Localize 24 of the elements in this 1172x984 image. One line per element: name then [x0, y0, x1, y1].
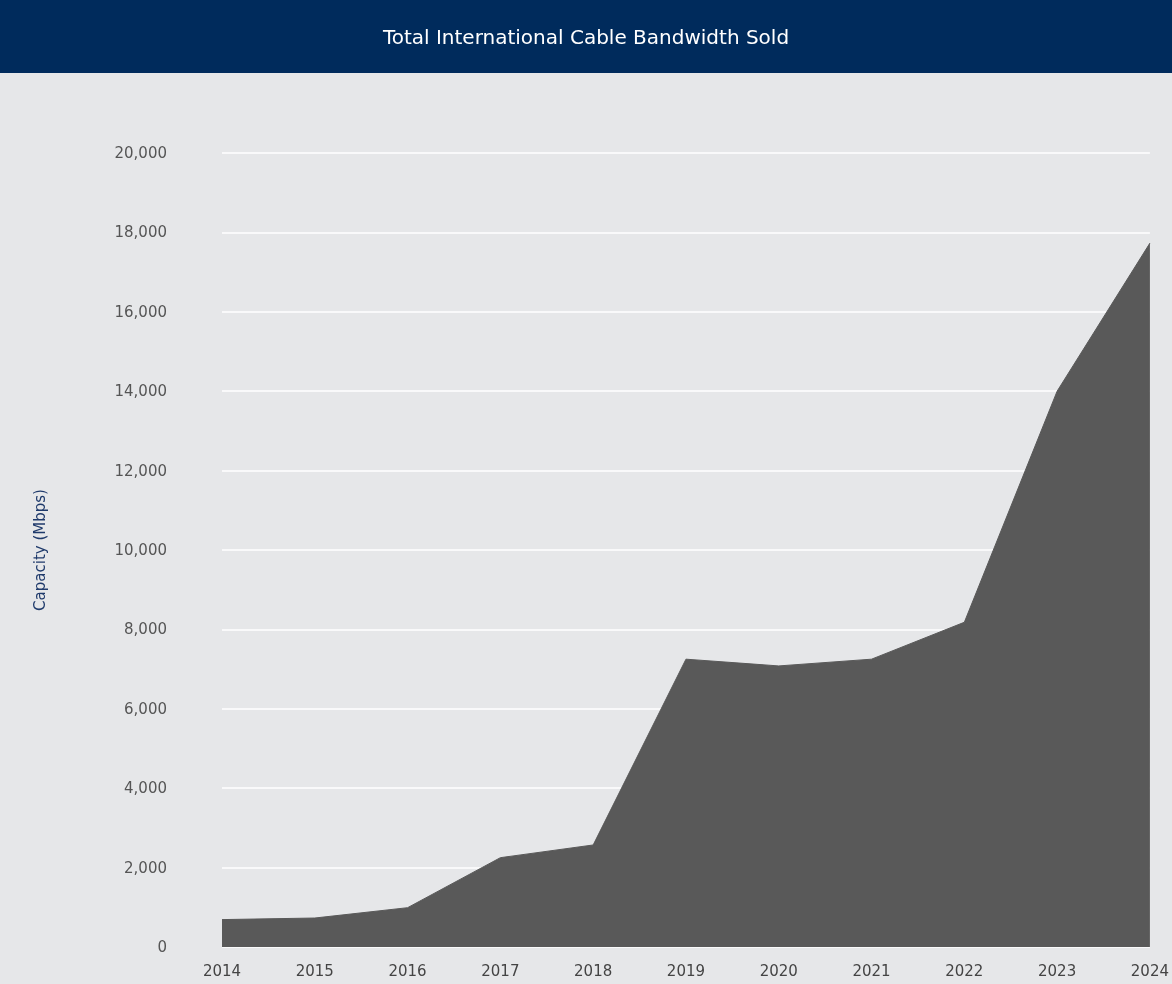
x-tick-label: 2014: [202, 961, 242, 980]
x-tick-label: 2015: [295, 961, 334, 980]
x-tick-label: 2020: [759, 961, 798, 980]
x-tick-label: 2023: [1038, 961, 1077, 980]
x-tick-label: 2016: [388, 961, 427, 980]
x-tick-label: 2022: [945, 961, 984, 980]
y-axis-title: Capacity (Mbps): [30, 489, 49, 611]
y-tick-label: 10,000: [114, 541, 167, 559]
y-tick-label: 18,000: [114, 223, 167, 242]
x-tick-label: 2018: [574, 961, 613, 980]
x-tick-label: 2019: [666, 961, 706, 980]
y-tick-label: 4,000: [124, 779, 167, 798]
x-tick-label: 2017: [481, 961, 520, 980]
x-tick-label: 2021: [852, 961, 891, 980]
y-tick-label: 16,000: [114, 302, 167, 321]
y-tick-label: 12,000: [114, 461, 167, 480]
y-tick-label: 2,000: [124, 858, 167, 877]
x-tick-label: 2024: [1130, 961, 1170, 980]
y-tick-label: 14,000: [114, 382, 167, 401]
y-tick-label: 0: [157, 938, 167, 956]
y-tick-label: 8,000: [124, 620, 167, 639]
chart-title: Total International Cable Bandwidth Sold: [0, 0, 1172, 73]
y-tick-label: 20,000: [114, 144, 167, 162]
y-tick-label: 6,000: [124, 699, 167, 718]
